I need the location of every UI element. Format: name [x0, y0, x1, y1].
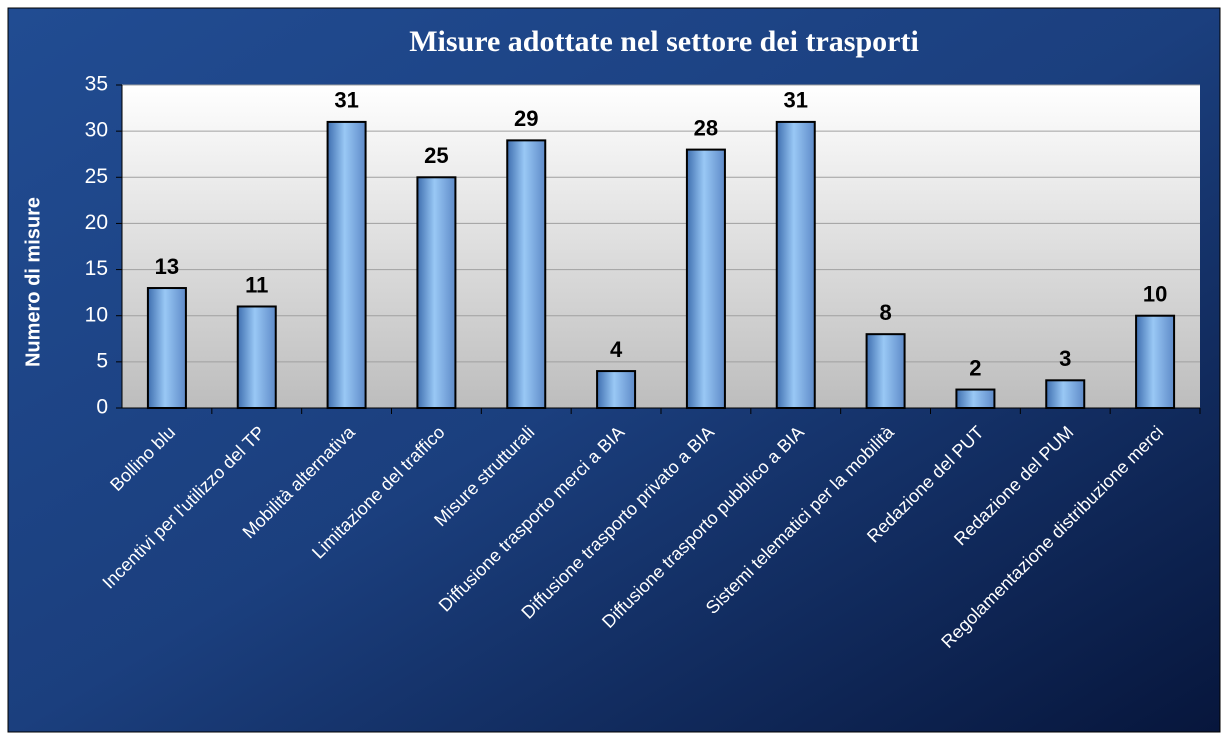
bar [1135, 314, 1176, 410]
data-label: 31 [334, 88, 358, 113]
y-tick-label: 30 [85, 119, 108, 142]
bar [146, 287, 187, 409]
y-tick-label: 5 [96, 349, 108, 372]
y-tick-label: 15 [85, 257, 108, 280]
bar [955, 388, 996, 409]
bar [775, 120, 816, 410]
data-label: 29 [514, 106, 538, 131]
bar [685, 148, 726, 409]
plot-area [122, 85, 1200, 408]
y-axis-label: Numero di misure [22, 197, 44, 367]
y-tick-label: 20 [85, 211, 108, 234]
y-tick-label: 10 [85, 303, 108, 326]
bar [1045, 379, 1086, 410]
data-label: 3 [1059, 346, 1071, 371]
data-label: 13 [155, 254, 179, 279]
chart-title: Misure adottate nel settore dei trasport… [409, 25, 919, 58]
data-label: 4 [610, 337, 623, 362]
bar [506, 139, 547, 409]
y-tick-label: 0 [96, 396, 108, 419]
bar [326, 120, 367, 410]
data-label: 31 [784, 88, 808, 113]
data-label: 28 [694, 115, 718, 140]
data-label: 25 [424, 143, 448, 168]
bar [596, 370, 637, 410]
data-label: 11 [245, 272, 268, 297]
data-label: 8 [879, 300, 891, 325]
data-label: 10 [1143, 282, 1167, 307]
data-label: 2 [969, 355, 981, 380]
bar [865, 333, 906, 409]
y-tick-label: 35 [85, 73, 108, 96]
bar [236, 305, 277, 409]
bar [416, 176, 457, 409]
y-tick-label: 25 [85, 165, 108, 188]
